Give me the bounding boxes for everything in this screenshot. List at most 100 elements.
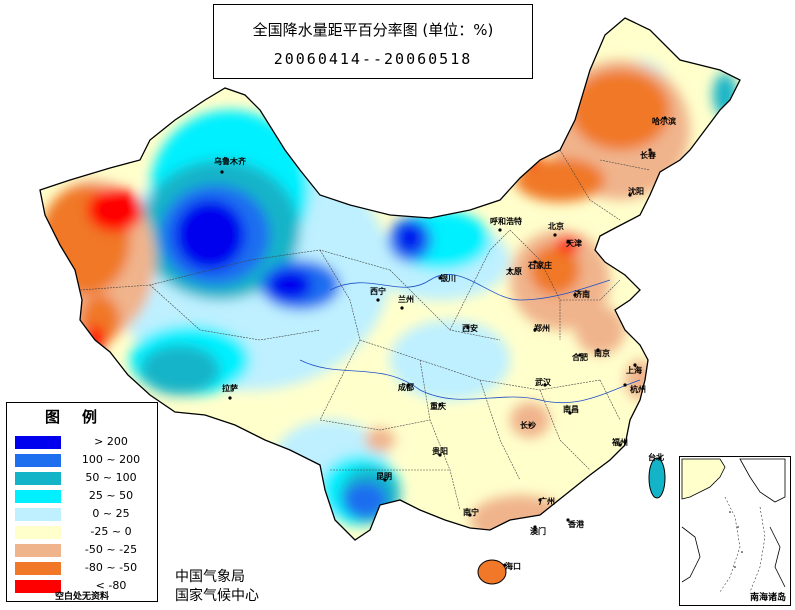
city-wuhan: 武汉 (535, 377, 552, 387)
city-nanning: 南宁 (463, 507, 479, 517)
svg-text:兰州: 兰州 (398, 294, 414, 304)
legend-label: 0 ~ 25 (92, 507, 130, 520)
city-changchun: 长春 (640, 148, 656, 160)
city-hangzhou: 杭州 (623, 383, 646, 394)
svg-text:济南: 济南 (574, 289, 590, 299)
city-haikou: 海口 (503, 561, 521, 571)
svg-text:南昌: 南昌 (563, 404, 579, 414)
svg-text:哈尔滨: 哈尔滨 (652, 116, 676, 126)
city-lanzhou: 兰州 (398, 294, 414, 310)
legend-label: 25 ~ 50 (88, 489, 134, 502)
svg-text:西安: 西安 (462, 323, 478, 333)
svg-text:广州: 广州 (539, 496, 555, 506)
legend-swatch (15, 490, 61, 503)
svg-text:贵阳: 贵阳 (432, 446, 448, 456)
hainan-island (477, 559, 507, 585)
city-nanjing: 南京 (594, 348, 610, 358)
legend-item: 0 ~ 25 (13, 507, 153, 522)
svg-text:西宁: 西宁 (370, 286, 386, 296)
legend-label: -80 ~ -50 (84, 561, 138, 574)
legend-title: 图例 (44, 408, 119, 426)
legend-swatch (15, 544, 61, 557)
svg-text:天津: 天津 (566, 238, 582, 248)
city-chengdu: 成都 (398, 382, 414, 392)
legend-label: -50 ~ -25 (84, 543, 138, 556)
city-hohhot: 呼和浩特 (490, 216, 522, 232)
svg-text:上海: 上海 (626, 365, 642, 375)
city-yinchuan: 银川 (438, 273, 456, 283)
svg-text:香港: 香港 (567, 519, 585, 529)
inset-map (681, 458, 786, 593)
legend-swatch (15, 472, 61, 485)
city-xining: 西宁 (370, 286, 386, 302)
svg-text:昆明: 昆明 (376, 471, 392, 481)
svg-text:南京: 南京 (594, 348, 610, 358)
svg-text:呼和浩特: 呼和浩特 (490, 216, 522, 226)
svg-text:拉萨: 拉萨 (222, 383, 238, 393)
svg-text:成都: 成都 (398, 382, 414, 392)
legend-item: 25 ~ 50 (13, 489, 153, 504)
legend-swatch (15, 436, 61, 449)
legend-item: < -80 (13, 579, 153, 594)
city-hongkong: 香港 (566, 518, 585, 529)
city-tianjin: 天津 (566, 238, 582, 248)
legend-item: -80 ~ -50 (13, 561, 153, 576)
svg-text:澳门: 澳门 (530, 526, 546, 536)
svg-text:长沙: 长沙 (520, 420, 536, 430)
no-data-note: 空白处无资料 (54, 592, 109, 602)
legend-item: 100 ~ 200 (13, 453, 153, 468)
city-nanchang: 南昌 (563, 404, 579, 415)
svg-text:银川: 银川 (439, 273, 456, 283)
city-beijing: 北京 (548, 221, 564, 237)
svg-text:郑州: 郑州 (534, 323, 550, 333)
city-zhengzhou: 郑州 (533, 323, 550, 333)
city-fuzhou: 福州 (611, 437, 628, 447)
svg-text:北京: 北京 (548, 221, 564, 231)
legend-label: < -80 (95, 579, 127, 592)
map-title: 全国降水量距平百分率图 (单位：%) (252, 21, 494, 39)
svg-text:福州: 福州 (611, 437, 628, 447)
organization-line2: 国家气候中心 (175, 588, 259, 604)
city-jinan: 济南 (573, 289, 590, 299)
inset-label: 南海诸岛 (749, 593, 786, 603)
city-lhasa: 拉萨 (222, 383, 238, 400)
city-hefei: 合肥 (571, 352, 588, 362)
city-urumqi: 乌鲁木齐 (214, 156, 247, 174)
legend-swatch (15, 454, 61, 467)
province-boundaries (79, 149, 651, 511)
south-china-sea-inset: 南海诸岛 (679, 456, 791, 606)
legend-item: 50 ~ 100 (13, 471, 153, 486)
taiwan-island (648, 457, 666, 499)
city-shenyang: 沈阳 (628, 186, 644, 197)
city-taibei: 台北 (648, 452, 664, 462)
legend-swatch (15, 508, 61, 521)
city-changsha: 长沙 (520, 420, 536, 430)
city-guangzhou: 广州 (538, 496, 555, 506)
city-guiyang: 贵阳 (432, 446, 448, 457)
svg-text:杭州: 杭州 (630, 384, 646, 394)
legend-item: -50 ~ -25 (13, 543, 153, 558)
city-xian: 西安 (462, 323, 478, 333)
city-markers: 乌鲁木齐 拉萨 西宁 兰州 银川 呼和浩特 北京 天津 石家庄 太原 济南 郑州… (214, 116, 676, 571)
legend-label: -25 ~ 0 (90, 525, 132, 538)
svg-text:武汉: 武汉 (535, 377, 552, 387)
svg-text:南宁: 南宁 (463, 507, 479, 517)
map-title-box: 全国降水量距平百分率图 (单位：%) 20060414--20060518 (213, 4, 533, 79)
svg-text:台北: 台北 (648, 452, 664, 462)
city-shanghai: 上海 (626, 363, 642, 375)
legend-swatch (15, 526, 61, 539)
legend-swatch (15, 580, 61, 593)
svg-text:长春: 长春 (640, 150, 656, 160)
svg-text:石家庄: 石家庄 (527, 260, 552, 270)
city-taiyuan: 太原 (505, 266, 522, 276)
map-period: 20060414--20060518 (273, 50, 473, 68)
legend-swatch (15, 562, 61, 575)
city-chongqing: 重庆 (430, 401, 446, 411)
rivers (299, 274, 641, 404)
svg-text:海口: 海口 (505, 561, 521, 571)
svg-text:沈阳: 沈阳 (628, 186, 644, 196)
city-kunming: 昆明 (376, 471, 392, 482)
svg-text:重庆: 重庆 (430, 401, 446, 411)
legend-label: 100 ~ 200 (81, 453, 141, 466)
legend-label: > 200 (94, 435, 128, 448)
